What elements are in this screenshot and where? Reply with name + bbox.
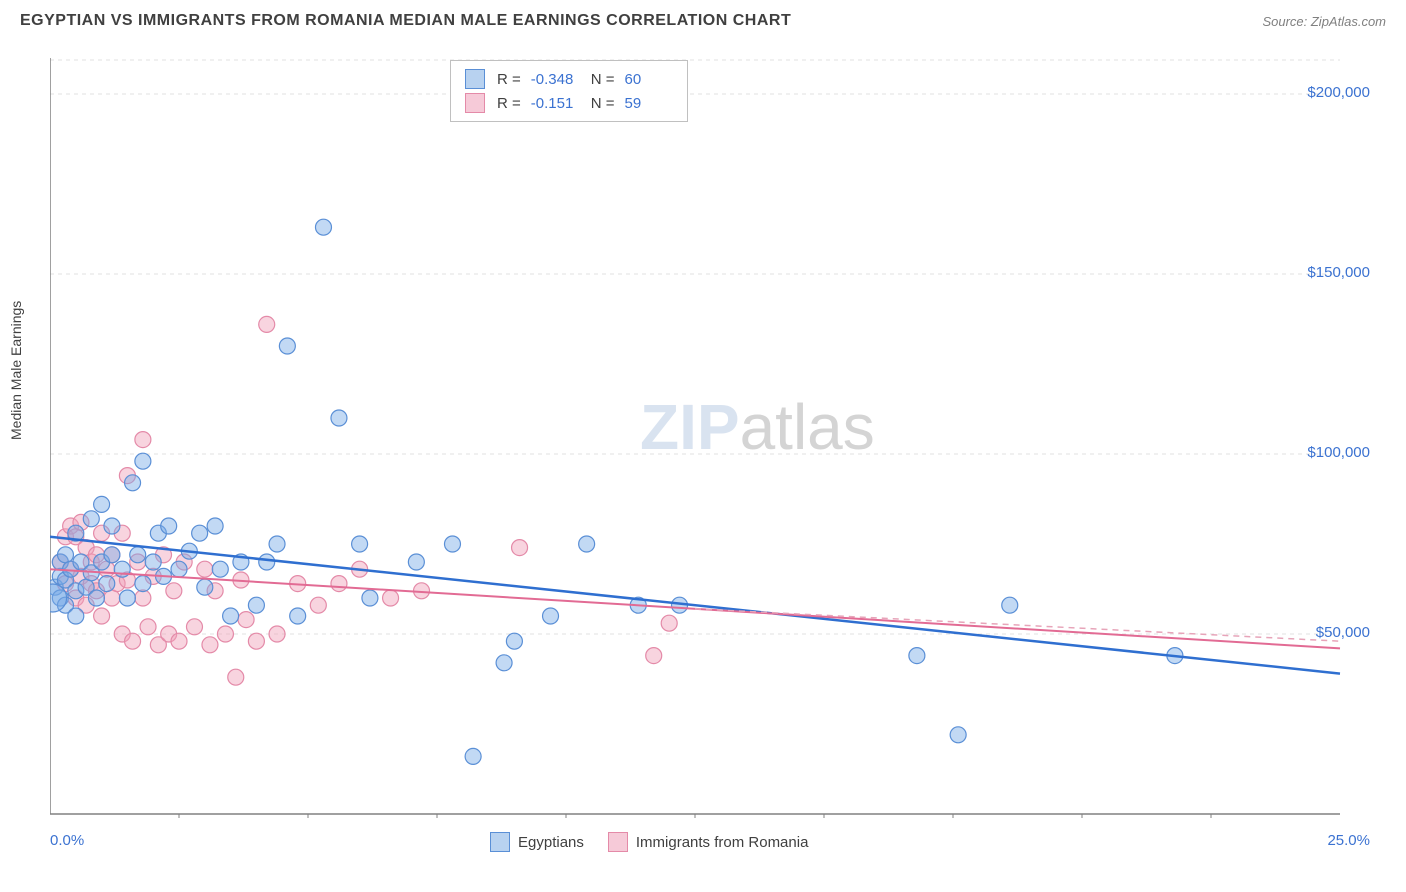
r-value-egyptians: -0.348 <box>531 71 579 88</box>
n-label: N = <box>591 71 615 88</box>
x-axis-max: 25.0% <box>1327 832 1370 849</box>
x-axis-min: 0.0% <box>50 832 84 849</box>
n-value-romania: 59 <box>625 95 673 112</box>
swatch-romania <box>465 93 485 113</box>
correlation-legend: R = -0.348 N = 60 R = -0.151 N = 59 <box>450 60 688 122</box>
y-axis-label: Median Male Earnings <box>8 301 24 440</box>
legend-item-egyptians: Egyptians <box>490 832 584 852</box>
chart-header: EGYPTIAN VS IMMIGRANTS FROM ROMANIA MEDI… <box>0 0 1406 38</box>
swatch-egyptians <box>465 69 485 89</box>
correlation-row-romania: R = -0.151 N = 59 <box>465 91 673 115</box>
legend-label-romania: Immigrants from Romania <box>636 834 809 851</box>
y-tick-label: $150,000 <box>1307 264 1370 281</box>
series-legend: Egyptians Immigrants from Romania <box>490 832 808 852</box>
correlation-row-egyptians: R = -0.348 N = 60 <box>465 67 673 91</box>
n-value-egyptians: 60 <box>625 71 673 88</box>
legend-item-romania: Immigrants from Romania <box>608 832 809 852</box>
y-tick-label: $100,000 <box>1307 444 1370 461</box>
chart-source: Source: ZipAtlas.com <box>1262 14 1386 29</box>
chart-title: EGYPTIAN VS IMMIGRANTS FROM ROMANIA MEDI… <box>20 12 791 30</box>
r-value-romania: -0.151 <box>531 95 579 112</box>
chart-plot-area <box>50 58 1360 818</box>
scatter-chart-svg <box>50 58 1360 818</box>
y-tick-label: $200,000 <box>1307 84 1370 101</box>
y-tick-label: $50,000 <box>1316 624 1370 641</box>
legend-swatch-egyptians <box>490 832 510 852</box>
n-label: N = <box>591 95 615 112</box>
r-label: R = <box>497 71 521 88</box>
legend-label-egyptians: Egyptians <box>518 834 584 851</box>
r-label: R = <box>497 95 521 112</box>
legend-swatch-romania <box>608 832 628 852</box>
